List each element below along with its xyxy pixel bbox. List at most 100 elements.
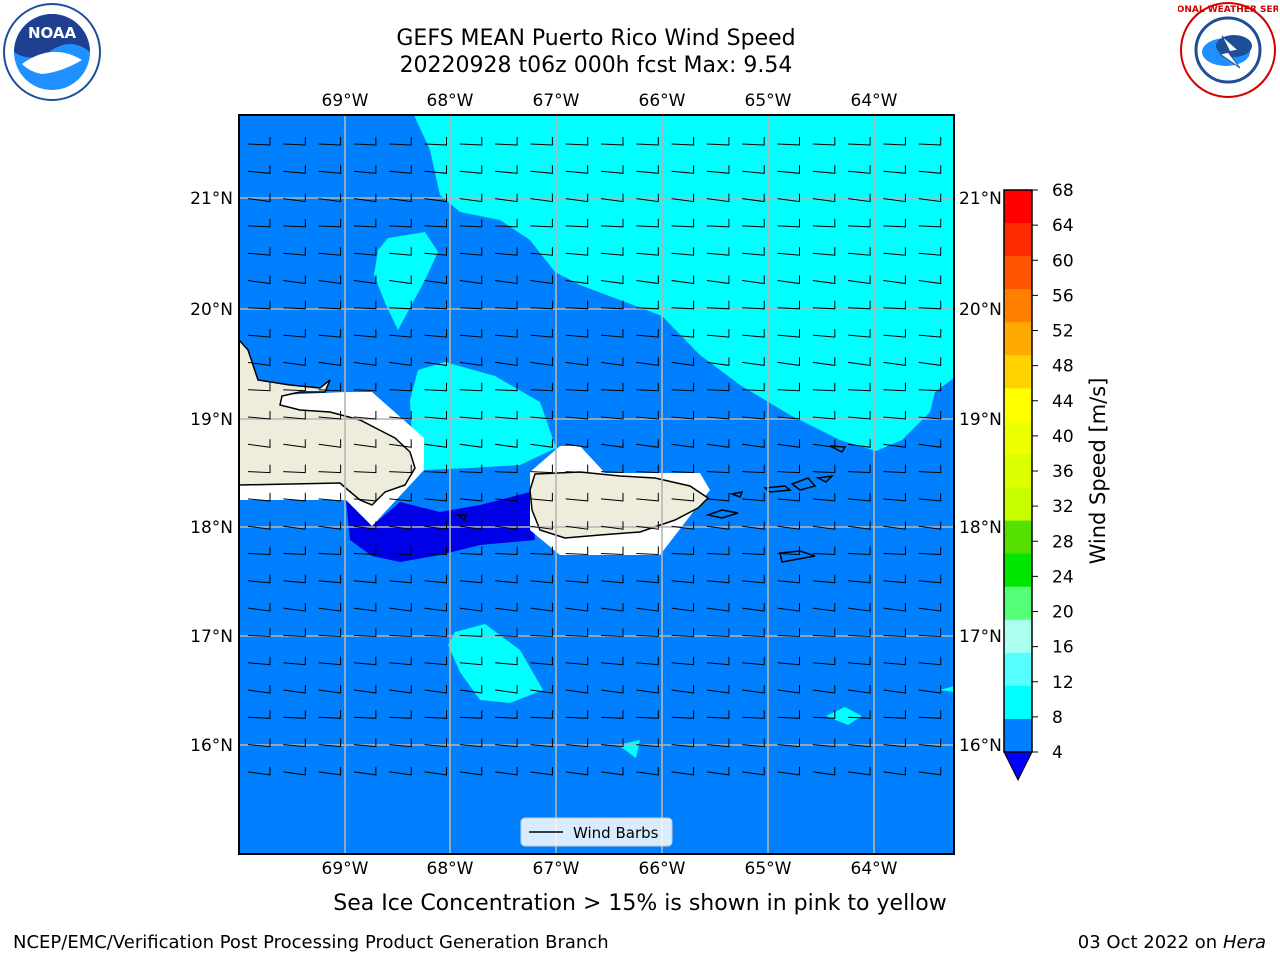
wind-barb — [247, 439, 271, 448]
wind-barb — [848, 574, 871, 584]
wind-barb — [777, 603, 800, 612]
wind-field-8-12-small-1 — [826, 707, 862, 725]
wind-barb — [777, 439, 800, 448]
wind-barb — [918, 193, 942, 203]
wind-barb — [671, 738, 695, 748]
wind-barb — [318, 766, 342, 776]
wind-barb — [565, 603, 589, 612]
wind-barb — [812, 603, 836, 612]
wind-barb — [283, 193, 306, 203]
wind-barb — [742, 685, 765, 694]
wind-barb — [918, 165, 942, 174]
wind-barb — [495, 165, 518, 174]
wind-barb — [812, 165, 836, 174]
wind-barb — [848, 710, 871, 719]
wind-barb — [389, 492, 412, 502]
wind-barb — [318, 656, 342, 666]
wind-barb — [495, 710, 518, 719]
wind-barb — [812, 685, 836, 694]
colorbar-segment — [1004, 619, 1032, 654]
lon-label-bottom: 66°W — [639, 859, 686, 879]
wind-barb — [283, 411, 306, 420]
lat-label-left: 21°N — [190, 189, 233, 209]
footer-host: Hera — [1222, 932, 1266, 953]
wind-barb — [459, 275, 483, 285]
wind-barb — [530, 738, 553, 748]
wind-barb — [530, 218, 553, 228]
wind-barb — [459, 656, 483, 666]
lat-label-left: 19°N — [190, 410, 233, 430]
wind-barb — [247, 738, 271, 748]
wind-barb — [389, 247, 412, 256]
wind-barb — [777, 411, 800, 420]
wind-barb — [530, 357, 553, 366]
wind-barb — [565, 357, 589, 366]
wind-barb — [706, 357, 730, 366]
wind-barb — [777, 766, 800, 776]
wind-barb — [389, 521, 412, 530]
colorbar-tick-label: 68 — [1052, 181, 1074, 201]
wind-barb — [671, 710, 695, 719]
wind-barb — [565, 193, 589, 203]
wind-barb — [918, 492, 942, 502]
wind-barb — [459, 574, 483, 584]
wind-barb — [812, 710, 836, 719]
wind-barb — [389, 685, 412, 694]
lon-labels-top: 69°W 68°W 67°W 66°W 65°W 64°W — [322, 91, 898, 111]
wind-barb — [283, 439, 306, 448]
wind-barb — [247, 492, 271, 502]
wind-barb — [883, 603, 906, 612]
wind-field-8-12-small-3 — [940, 686, 954, 692]
wind-barb — [495, 656, 518, 666]
wind-barb — [459, 603, 483, 612]
wind-barb — [283, 685, 306, 694]
wind-barb — [812, 357, 836, 366]
wind-barb — [283, 382, 306, 392]
wind-barb — [565, 574, 589, 584]
wind-barb — [495, 574, 518, 584]
colorbar: 68 64 60 56 52 48 44 40 36 32 28 24 20 16 12 8 4 — [1003, 181, 1074, 782]
wind-barb — [671, 382, 695, 392]
wind-barb — [495, 137, 518, 146]
lon-label-top: 67°W — [533, 91, 580, 111]
wind-barb — [389, 710, 412, 719]
wind-barb — [812, 738, 836, 748]
wind-barb — [247, 137, 271, 146]
wind-barb — [600, 357, 624, 366]
wind-barb — [495, 357, 518, 366]
wind-barb — [389, 766, 412, 776]
wind-barb — [600, 546, 624, 556]
wind-barb — [353, 521, 377, 530]
wind-barb — [883, 574, 906, 584]
wind-barb — [812, 247, 836, 256]
wind-barb — [247, 165, 271, 174]
wind-barb — [318, 382, 342, 392]
wind-barb — [530, 628, 553, 637]
wind-barb — [671, 329, 695, 338]
wind-barb — [636, 193, 659, 203]
wind-barb — [706, 137, 730, 146]
wind-barb — [883, 300, 906, 310]
wind-barb — [283, 521, 306, 530]
wind-barb — [918, 382, 942, 392]
wind-barb — [283, 165, 306, 174]
wind-barb — [283, 628, 306, 637]
wind-barb — [318, 218, 342, 228]
wind-barb — [389, 137, 412, 146]
wind-barb — [706, 300, 730, 310]
wind-barb — [495, 411, 518, 420]
wind-barb — [495, 685, 518, 694]
wind-barb — [389, 546, 412, 556]
wind-barb — [424, 382, 447, 392]
wind-barb — [848, 411, 871, 420]
wind-barb — [706, 464, 730, 474]
wind-barb — [424, 165, 447, 174]
colorbar-segment — [1004, 223, 1032, 257]
wind-barb — [459, 137, 483, 146]
wind-barb — [389, 464, 412, 474]
wind-barb — [848, 382, 871, 392]
colorbar-tick-label: 48 — [1052, 357, 1074, 377]
wind-barb — [742, 464, 765, 474]
wind-barb — [742, 521, 765, 530]
wind-barb — [848, 603, 871, 612]
